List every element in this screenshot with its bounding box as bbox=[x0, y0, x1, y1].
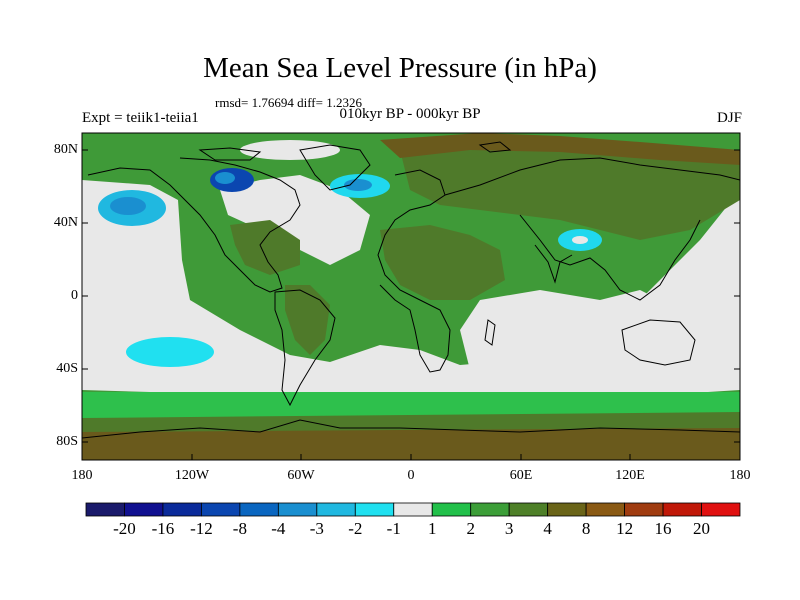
colorbar-swatch bbox=[662, 502, 702, 517]
colorbar-swatch bbox=[701, 502, 741, 517]
season-label: DJF bbox=[716, 110, 742, 126]
north-africa-positive bbox=[380, 225, 505, 300]
colorbar-swatch bbox=[585, 502, 625, 517]
colorbar-label: -20 bbox=[113, 519, 136, 538]
colorbar-swatch bbox=[316, 502, 356, 517]
colorbar-swatch bbox=[393, 502, 433, 517]
lon-label-120w: 120W bbox=[174, 468, 210, 483]
colorbar-swatch bbox=[201, 502, 241, 517]
colorbar-label: -2 bbox=[348, 519, 363, 538]
colorbar-swatch bbox=[547, 502, 587, 517]
colorbar-label: -4 bbox=[271, 519, 286, 538]
axis-ticks bbox=[82, 149, 740, 460]
colorbar-label: 2 bbox=[466, 519, 475, 538]
colorbar-swatch bbox=[508, 502, 549, 517]
lon-label-60w: 60W bbox=[287, 468, 315, 483]
experiment-label: Expt = teiik1-teiia1 bbox=[82, 110, 199, 126]
north-america-positive bbox=[230, 220, 300, 275]
colorbar-swatch bbox=[354, 502, 395, 517]
colorbar-label: -1 bbox=[386, 519, 401, 538]
lat-label-80n: 80N bbox=[53, 142, 78, 157]
neutral-indian-ocean bbox=[460, 290, 700, 390]
colorbar-label: -12 bbox=[190, 519, 213, 538]
lon-label-120e: 120E bbox=[615, 468, 645, 483]
plot-title: Mean Sea Level Pressure (in hPa) bbox=[203, 52, 597, 84]
colorbar-label: 1 bbox=[427, 519, 437, 538]
colorbar-label: 4 bbox=[543, 519, 552, 538]
coastlines bbox=[82, 141, 740, 439]
colorbar-swatch bbox=[624, 502, 664, 517]
south-america-positive bbox=[285, 285, 330, 355]
colorbar-swatch bbox=[162, 502, 202, 517]
south-pacific-low bbox=[126, 337, 214, 367]
colorbar-label: -8 bbox=[232, 519, 247, 538]
colorbar-swatch bbox=[277, 502, 318, 517]
lat-label-40n: 40N bbox=[53, 215, 78, 230]
neutral-north-atlantic bbox=[220, 175, 370, 265]
colorbar-label: 16 bbox=[654, 519, 672, 538]
colorbar-label: 20 bbox=[693, 519, 711, 538]
period-label: 010kyr BP - 000kyr BP bbox=[339, 106, 481, 122]
colorbar-label: -3 bbox=[309, 519, 324, 538]
lon-label-0: 0 bbox=[407, 468, 415, 483]
colorbar-swatch bbox=[239, 502, 279, 517]
lon-label-180w: 180 bbox=[71, 468, 93, 483]
colorbar-swatch bbox=[85, 502, 125, 517]
lat-label-40s: 40S bbox=[56, 361, 78, 376]
lat-label-0: 0 bbox=[71, 288, 78, 303]
colorbar-label: 8 bbox=[581, 519, 591, 538]
eurasia-positive bbox=[400, 140, 740, 240]
lon-label-180e: 180 bbox=[729, 468, 751, 483]
stats-line: rmsd= 1.76694 diff= 1.2326 bbox=[215, 95, 362, 110]
arctic-neutral-patch bbox=[240, 140, 340, 160]
colorbar-swatch bbox=[431, 502, 472, 517]
colorbar-label: -16 bbox=[151, 519, 175, 538]
colorbar-swatch bbox=[470, 502, 510, 517]
lon-label-60e: 60E bbox=[509, 468, 533, 483]
colorbar-label: 12 bbox=[616, 519, 634, 538]
map-fill bbox=[82, 133, 740, 460]
colorbar-label: 3 bbox=[504, 519, 514, 538]
lat-label-80s: 80S bbox=[56, 434, 78, 449]
colorbar-swatch bbox=[124, 502, 164, 517]
